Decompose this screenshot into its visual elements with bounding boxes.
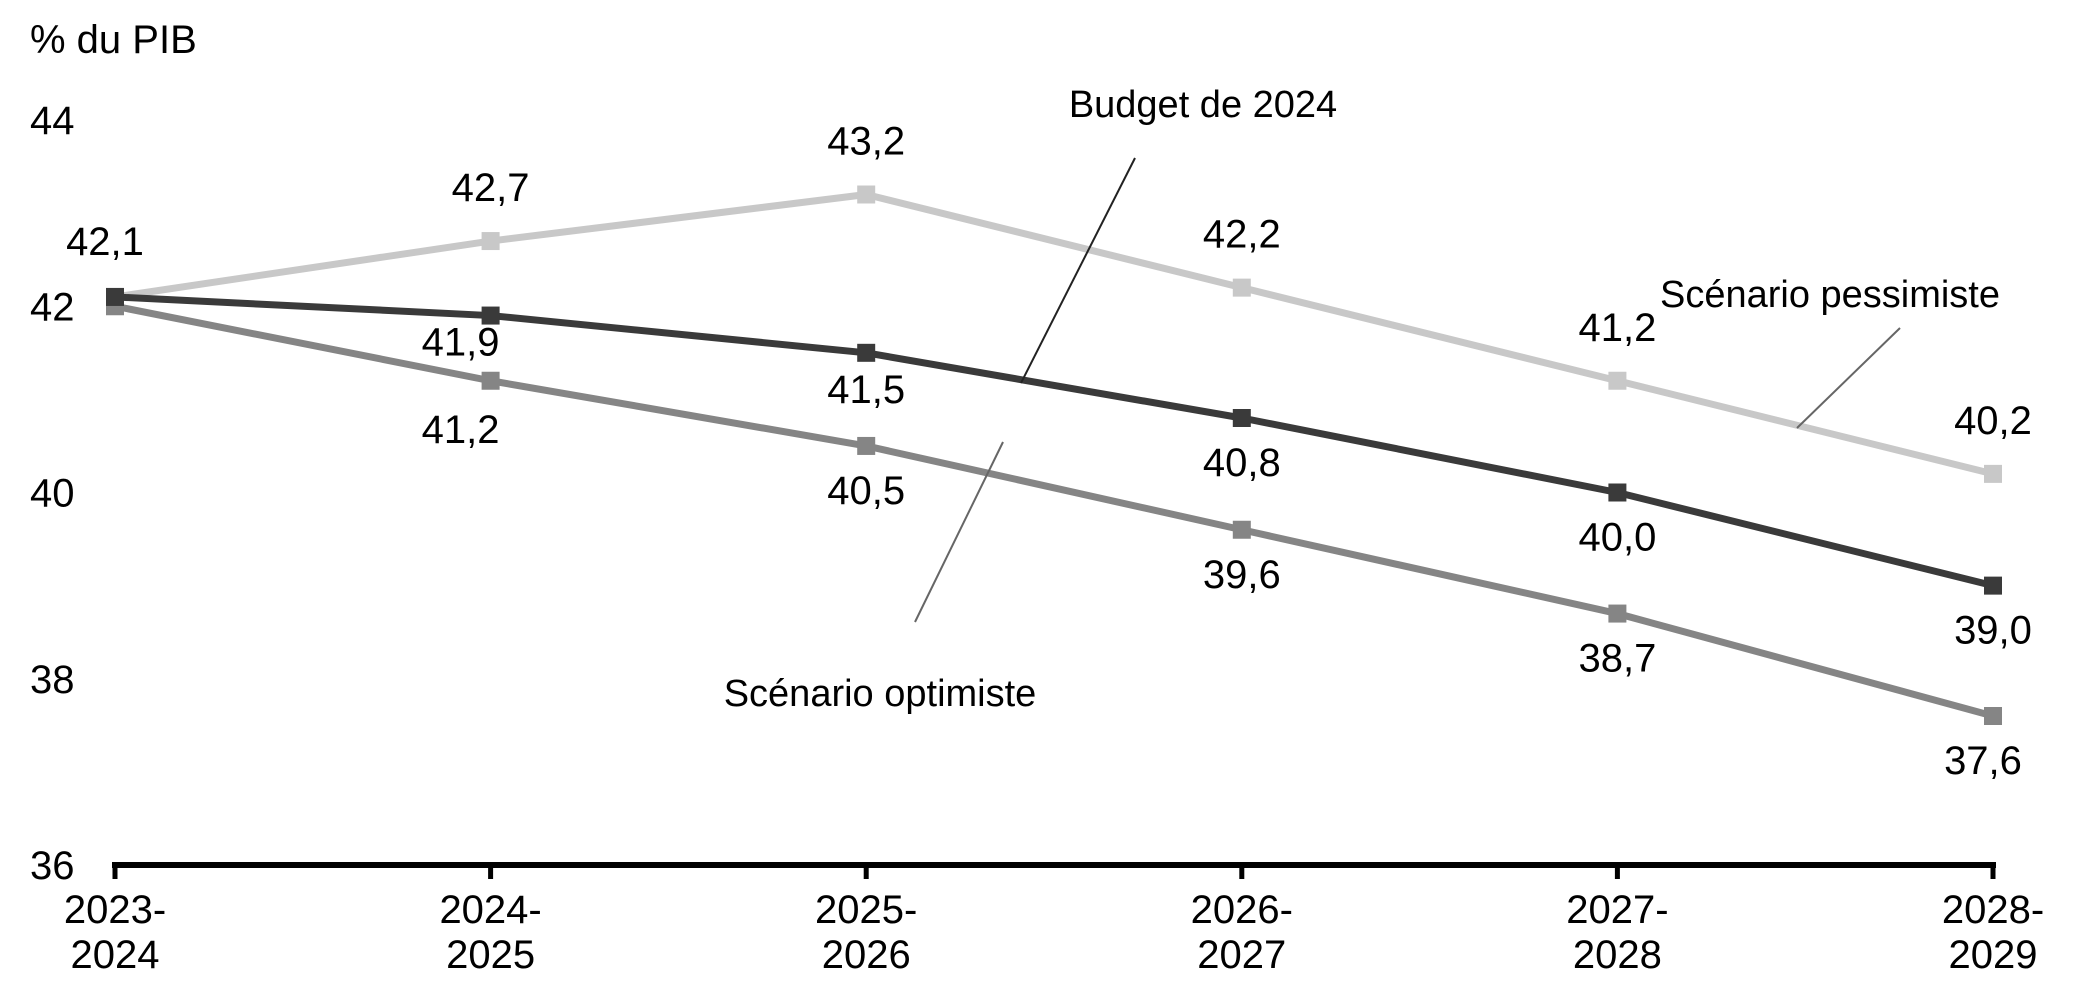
data-label: 42,1	[66, 220, 144, 264]
series-marker	[1984, 576, 2002, 595]
x-tick-label: 2023-2024	[64, 888, 166, 977]
data-label: 40,8	[1203, 441, 1281, 485]
data-label: 40,0	[1578, 516, 1656, 560]
y-axis-ticks: 36 38 40 42 44	[30, 99, 75, 888]
series-marker	[481, 232, 500, 251]
y-tick-label: 36	[30, 844, 75, 888]
data-label: 38,7	[1578, 637, 1656, 681]
y-tick-label: 42	[30, 285, 75, 329]
series-marker	[1232, 520, 1251, 539]
x-tick-label: 2025-2026	[815, 888, 917, 977]
x-tick-label: 2027-2028	[1566, 888, 1668, 977]
data-label: 41,5	[827, 368, 905, 412]
y-tick-label: 38	[30, 658, 75, 702]
callout-leader-line	[1020, 157, 1136, 384]
y-tick-label: 44	[30, 99, 75, 143]
series-marker	[1984, 707, 2002, 725]
data-label: 41,2	[1578, 306, 1656, 350]
x-tick-label: 2028-2029	[1942, 888, 2044, 977]
series-name-label: Scénario pessimiste	[1660, 274, 2000, 316]
y-tick-label: 40	[30, 472, 75, 516]
data-label: 41,2	[422, 408, 500, 452]
data-label: 40,2	[1954, 399, 2032, 443]
callout-leader-line	[1796, 327, 1901, 429]
series-line	[114, 293, 1994, 590]
x-tick-label: 2024-2025	[439, 888, 541, 977]
series-marker	[857, 185, 876, 204]
series-marker	[1232, 409, 1251, 427]
series-marker	[1608, 604, 1627, 623]
series-marker	[1984, 464, 2002, 483]
data-label: 43,2	[827, 120, 905, 164]
data-label: 41,9	[422, 321, 500, 365]
series-marker	[1232, 278, 1251, 297]
x-tick-label: 2026-2027	[1191, 888, 1293, 977]
data-label: 39,0	[1954, 609, 2032, 653]
data-label: 40,5	[827, 469, 905, 513]
series-callouts: Budget de 2024 Scénario pessimiste Scénari…	[724, 84, 2000, 715]
data-label: 37,6	[1944, 739, 2022, 783]
callout-leader-line	[914, 441, 1004, 623]
series-line	[114, 302, 1994, 720]
series-marker	[481, 371, 500, 390]
x-axis: 2023-2024 2024-2025 2025-2026 2026-2027 2027…	[64, 862, 2044, 977]
series-marker	[857, 343, 876, 362]
data-label: 42,7	[452, 166, 530, 210]
data-label: 42,2	[1203, 213, 1281, 257]
series-line	[114, 191, 1994, 478]
y-axis-unit-label: % du PIB	[30, 18, 197, 62]
series-marker	[106, 287, 124, 306]
series-marker	[1608, 483, 1627, 502]
series-name-label: Scénario optimiste	[724, 673, 1037, 715]
data-label: 39,6	[1203, 553, 1281, 597]
data-labels: 42,1 42,7 43,2 42,2 41,2 40,2 41,9 41,5 40,8 40,0…	[66, 120, 2032, 784]
series-lines	[106, 185, 2002, 725]
series-marker	[1608, 371, 1627, 390]
series-name-label: Budget de 2024	[1069, 84, 1337, 126]
series-marker	[481, 306, 500, 325]
series-marker	[857, 436, 876, 455]
